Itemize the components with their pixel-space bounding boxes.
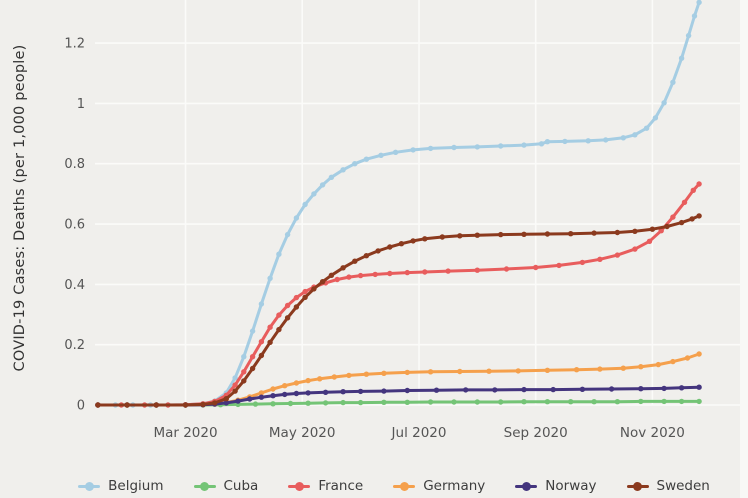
legend-item-belgium[interactable]: Belgium — [78, 478, 164, 494]
legend-item-label: Cuba — [223, 478, 259, 494]
y-tick-label: 0.2 — [64, 338, 85, 353]
y-tick-label: 0.4 — [64, 278, 85, 293]
x-tick-label: Nov 2020 — [620, 425, 685, 441]
legend-marker-icon — [626, 481, 649, 491]
y-tick-label: 0.6 — [64, 218, 85, 233]
legend-item-norway[interactable]: Norway — [515, 478, 597, 494]
legend-item-label: France — [318, 478, 364, 494]
y-tick-label: 0 — [77, 399, 85, 414]
y-tick-label: 0.8 — [64, 157, 85, 172]
legend-marker-icon — [288, 481, 311, 491]
legend-marker-icon — [515, 481, 538, 491]
legend-marker-icon — [78, 481, 101, 491]
legend-marker-icon — [393, 481, 416, 491]
legend-item-label: Sweden — [656, 478, 710, 494]
legend-item-germany[interactable]: Germany — [393, 478, 485, 494]
legend: Belgium Cuba France Germany Norway Sweden — [52, 475, 736, 497]
legend-item-label: Belgium — [108, 478, 164, 494]
y-tick-label: 1.2 — [64, 37, 85, 52]
series-line-sweden — [96, 214, 701, 407]
series-line-germany — [96, 352, 701, 407]
x-tick-label: Mar 2020 — [153, 425, 217, 441]
legend-marker-icon — [193, 481, 216, 491]
legend-item-france[interactable]: France — [288, 478, 363, 494]
x-tick-label: May 2020 — [269, 425, 336, 441]
legend-item-cuba[interactable]: Cuba — [193, 478, 259, 494]
y-tick-label: 1 — [77, 97, 85, 112]
legend-item-label: Norway — [545, 478, 597, 494]
legend-item-sweden[interactable]: Sweden — [626, 478, 710, 494]
legend-item-label: Germany — [423, 478, 486, 494]
x-tick-label: Sep 2020 — [504, 425, 568, 441]
x-tick-label: Jul 2020 — [391, 425, 447, 441]
right-edge-strip — [740, 0, 748, 498]
series-markers-sweden — [95, 213, 702, 408]
plot-area: 0 0.2 0.4 0.6 0.8 1 1.2 Mar 2020 May 2020 Jul 202… — [64, 0, 740, 441]
